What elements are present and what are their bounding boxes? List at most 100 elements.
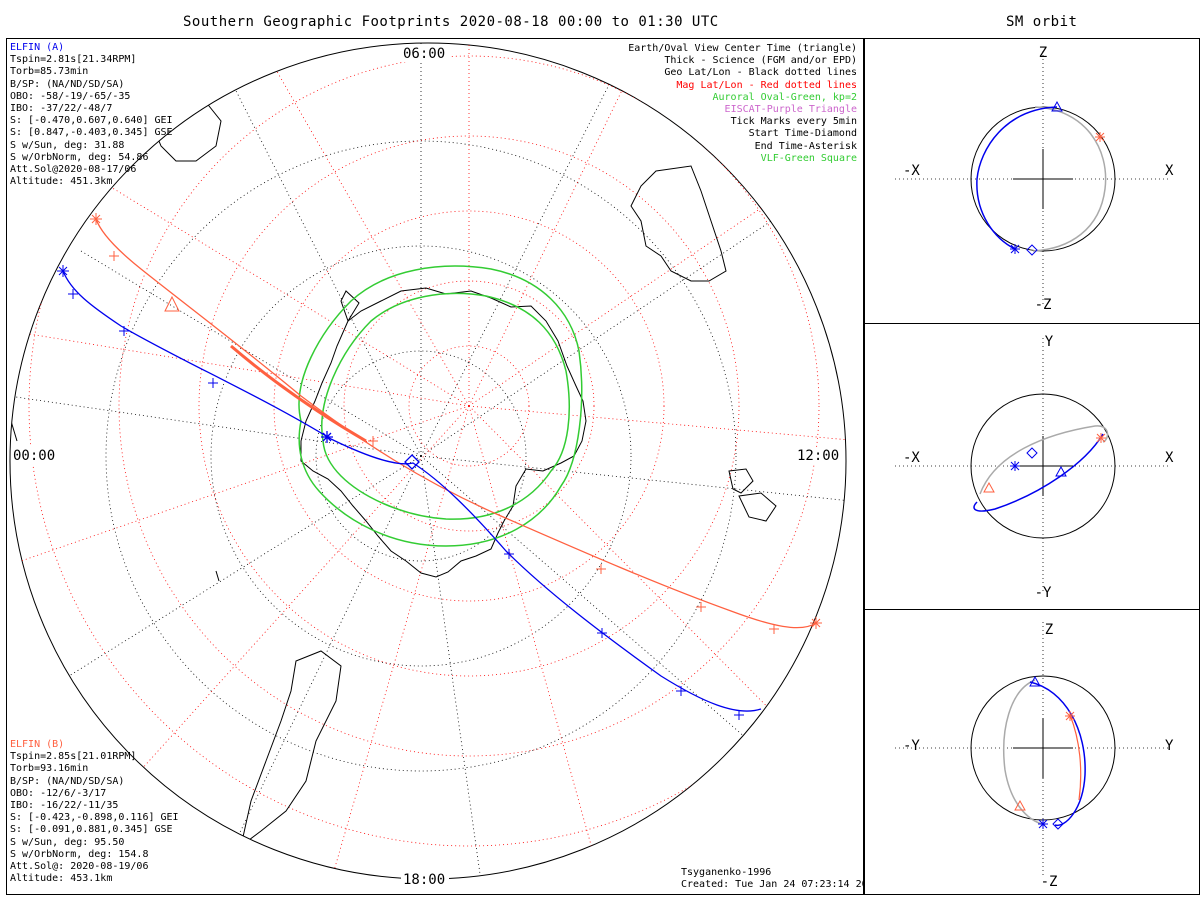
- elfin-b-orbit-overlay: [1069, 714, 1082, 801]
- legend-item: Mag Lat/Lon - Red dotted lines: [676, 79, 857, 91]
- elfin-a-marker-asterisk: [1010, 244, 1020, 254]
- elfin-a-info: ELFIN (A) Tspin=2.81s[21.34RPM] Torb=85.…: [10, 42, 173, 188]
- legend-item: VLF-Green Square: [760, 152, 857, 164]
- map-plot-area: 06:00 00:00 12:00 18:00: [9, 42, 847, 888]
- geo-lon-line: [420, 60, 622, 457]
- geo-lon-line: [10, 395, 422, 457]
- elfin-b-info: ELFIN (B) Tspin=2.85s[21.01RPM] Torb=93.…: [10, 739, 179, 885]
- auroral-oval-outer: [298, 265, 583, 547]
- sm-orbit-panel-yz: Z -Z -Y Y: [864, 609, 1200, 895]
- elfin-a-marker-diamond: [1026, 447, 1038, 459]
- elfin-a-marker-triangle: [1029, 675, 1041, 687]
- mag-lat-circle: [198, 135, 740, 677]
- elfin-b-line: Altitude: 453.1km: [10, 873, 113, 885]
- legend-item: End Time-Asterisk: [754, 140, 857, 152]
- label-bottom: -Z: [1035, 297, 1052, 313]
- elfin-b-orbit: [979, 425, 1109, 495]
- geo-lat-circle: [105, 140, 737, 772]
- elfin-a-line: S: [-0.470,0.607,0.640] GEI: [10, 115, 173, 127]
- elfin-a-marker-asterisk: [1038, 819, 1048, 829]
- elfin-b-line: IBO: -16/22/-11/35: [10, 800, 119, 812]
- elfin-b-marker-triangle: [983, 481, 995, 493]
- elfin-a-line: Torb=85.73min: [10, 66, 89, 78]
- geo-lon-line: [80, 250, 422, 457]
- elfin-a-marker-diamond: [1026, 244, 1038, 256]
- geo-lat-circle: [210, 245, 632, 667]
- label-top: Y: [1045, 334, 1054, 350]
- geo-lon-line: [230, 455, 422, 852]
- elfin-a-marker-diamond: [1052, 818, 1064, 830]
- sm-orbit-xy: Y -Y -X X: [895, 334, 1174, 601]
- elfin-a-marker-triangle: [1055, 465, 1067, 477]
- footprint-map: 06:00 00:00 12:00 18:00: [9, 42, 847, 888]
- time-label-left: 00:00: [13, 448, 55, 464]
- model-name: Tsyganenko-1996: [681, 867, 772, 878]
- auroral-oval-inner: [321, 292, 570, 520]
- mag-lat-circle: [408, 345, 530, 467]
- elfin-a-end-asterisk: [57, 265, 69, 277]
- elfin-b-line: Att.Sol@: 2020-08-19/06: [10, 861, 149, 873]
- elfin-b-track: [95, 218, 817, 629]
- legend-item: Earth/Oval View Center Time (triangle): [628, 43, 857, 54]
- label-left: -X: [903, 163, 920, 179]
- legend-item: Geo Lat/Lon - Black dotted lines: [664, 67, 857, 79]
- elfin-a-line: S w/OrbNorm, deg: 54.86: [10, 151, 149, 163]
- sm-orbit-xz: Z -Z -X X: [895, 45, 1174, 313]
- elfin-a-view-center-asterisk: [321, 431, 333, 443]
- main-title: Southern Geographic Footprints 2020-08-1…: [183, 14, 719, 30]
- elfin-a-line: Tspin=2.81s[21.34RPM]: [10, 54, 137, 66]
- elfin-b-end-asterisk: [810, 617, 822, 629]
- coastline-islands: [10, 380, 846, 582]
- elfin-a-line: OBO: -58/-19/-65/-35: [10, 90, 131, 102]
- elfin-a-start-diamond: [404, 454, 420, 470]
- label-right: Y: [1165, 738, 1174, 754]
- label-left: -Y: [903, 738, 920, 754]
- elfin-b-line: B/SP: (NA/ND/SD/SA): [10, 775, 125, 787]
- geo-lon-line: [420, 455, 846, 502]
- coastline-new-zealand: [728, 468, 777, 522]
- elfin-a-orbit: [973, 433, 1104, 512]
- legend-item: Auroral Oval-Green, kp=2: [712, 91, 858, 103]
- model-footer: Tsyganenko-1996 Created: Tue Jan 24 07:2…: [681, 867, 880, 891]
- mag-lon-line: [10, 330, 470, 407]
- label-right: X: [1165, 450, 1174, 466]
- elfin-b-orbit: [1032, 106, 1107, 252]
- coastline-south-america: [240, 650, 342, 848]
- time-label-right: 12:00: [797, 448, 839, 464]
- legend-item: EISCAT-Purple Triangle: [724, 104, 857, 116]
- elfin-b-line: Torb=93.16min: [10, 763, 89, 775]
- mag-lon-line: [20, 405, 470, 562]
- elfin-b-line: S: [-0.423,-0.898,0.116] GEI: [10, 812, 179, 824]
- coastlines: [10, 95, 846, 848]
- footprint-map-panel: 06:00 00:00 12:00 18:00 ELFIN (A) Tspin=…: [6, 38, 880, 895]
- label-left: -X: [903, 450, 920, 466]
- earth-circle: [970, 393, 1116, 539]
- legend: Earth/Oval View Center Time (triangle) T…: [628, 43, 857, 165]
- sm-orbit-yz: Z -Z -Y Y: [895, 622, 1174, 890]
- geo-grid: [10, 43, 846, 879]
- label-bg-bottom: [401, 871, 449, 888]
- coastline-australia: [630, 165, 727, 282]
- elfin-b-line: S w/OrbNorm, deg: 154.8: [10, 848, 149, 860]
- created-timestamp: Created: Tue Jan 24 07:23:14 2023: [681, 879, 880, 891]
- label-right: X: [1165, 163, 1174, 179]
- elfin-b-line: Tspin=2.85s[21.01RPM]: [10, 751, 137, 763]
- elfin-a-orbit: [1029, 681, 1086, 826]
- geo-lon-line: [420, 200, 802, 457]
- elfin-b-line: OBO: -12/6/-3/17: [10, 787, 107, 799]
- time-label-top: 06:00: [403, 46, 445, 62]
- elfin-b-marker-asterisk: [1096, 433, 1106, 443]
- elfin-a-footprint: [57, 265, 762, 720]
- geo-lon-line: [60, 455, 422, 682]
- elfin-a-name: ELFIN (A): [10, 42, 65, 53]
- elfin-a-line: Altitude: 451.3km: [10, 176, 113, 188]
- mag-lat-circle: [118, 55, 820, 757]
- label-top: Z: [1039, 45, 1047, 61]
- elfin-a-track: [62, 270, 762, 712]
- geo-lat-circle: [315, 350, 527, 562]
- mag-lon-line: [468, 405, 602, 879]
- label-top: Z: [1045, 622, 1053, 638]
- time-label-bottom: 18:00: [403, 872, 445, 888]
- elfin-b-ticks: [109, 251, 779, 634]
- elfin-a-line: B/SP: (NA/ND/SD/SA): [10, 78, 125, 90]
